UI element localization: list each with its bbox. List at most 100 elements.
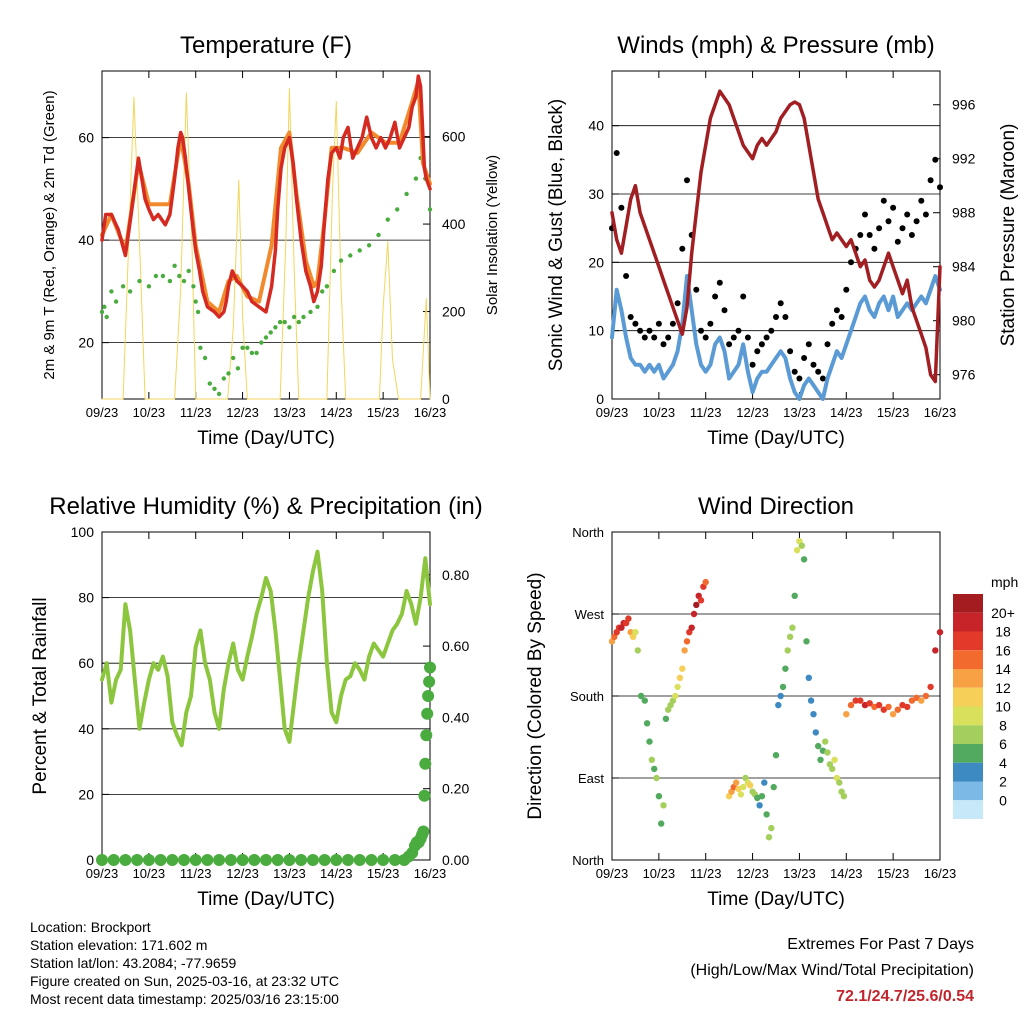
gust-point [721, 307, 728, 314]
dewpoint-point [212, 386, 217, 391]
dewpoint-point [191, 284, 196, 289]
gust-point [754, 348, 761, 355]
colorbar-swatch [953, 762, 983, 782]
dewpoint-point [102, 304, 107, 309]
gust-point [894, 238, 901, 245]
wind-direction-point [831, 756, 838, 763]
wind-direction-point [852, 697, 859, 704]
dewpoint-point [404, 191, 409, 197]
colorbar-swatch [953, 631, 983, 651]
x-axis-label: Time (Day/UTC) [197, 889, 335, 910]
wind-direction-point [679, 665, 686, 672]
plot-frame [611, 70, 941, 400]
relative-humidity-line [100, 549, 432, 748]
x-tick-label: 14/23 [320, 866, 353, 881]
gust-point [819, 375, 826, 382]
latlon-text: Station lat/lon: 43.2084; -77.9659 [30, 955, 237, 971]
y-axis-label: Direction (Colored By Speed) [525, 572, 546, 819]
y-tick-label: 0 [596, 391, 604, 407]
dewpoint-point [216, 391, 222, 397]
y-tick-label: 60 [78, 130, 94, 146]
colorbar-swatch [953, 650, 983, 669]
x-tick-label: 15/23 [877, 405, 910, 420]
gust-point [922, 211, 929, 218]
x-tick-label: 09/23 [596, 866, 629, 881]
wind-direction-point [908, 697, 916, 704]
gust-point [763, 334, 770, 341]
x-tick-label: 13/23 [273, 405, 306, 420]
dewpoint-point [277, 319, 283, 325]
gust-point [679, 245, 686, 252]
wind-direction-point [840, 793, 848, 800]
colorbar-label: 8 [999, 717, 1007, 733]
dewpoint-point [331, 268, 337, 274]
wind-direction-point [936, 629, 944, 636]
y-tick-label: 80 [78, 590, 94, 606]
gust-point [655, 320, 662, 327]
wind-direction-point [847, 701, 855, 709]
precip-point [271, 854, 284, 866]
gust-point [880, 197, 887, 204]
x-tick-label: 14/23 [830, 405, 863, 420]
precip-point [342, 854, 354, 866]
wind-direction-point [655, 793, 663, 800]
colorbar-label: 20+ [991, 605, 1015, 621]
gust-point [768, 327, 775, 334]
sonic-wind-line [610, 274, 942, 401]
dewpoint-point [296, 319, 301, 325]
y-right-tick-label: 992 [952, 151, 976, 167]
latest-timestamp-text: Most recent data timestamp: 2025/03/16 2… [30, 991, 339, 1007]
gust-point [805, 341, 812, 348]
precip-point [224, 854, 237, 866]
station-info: Location: Brockport Station elevation: 1… [30, 918, 339, 1008]
dewpoint-point [177, 273, 182, 279]
gust-point [791, 368, 798, 375]
colorbar-swatch [953, 612, 983, 632]
precip-point [353, 854, 366, 866]
gust-point [749, 361, 756, 368]
gust-point [702, 334, 709, 341]
gust-point [660, 341, 667, 348]
x-tick-label: 15/23 [877, 866, 910, 881]
gust-point [716, 279, 723, 286]
wind-direction-point [791, 592, 798, 599]
wind-direction-point [913, 694, 920, 701]
wind-direction-point [932, 647, 939, 654]
wind-direction-point [765, 834, 773, 841]
precip-point [423, 675, 436, 688]
precip-point [96, 854, 108, 866]
y-right-tick-label: 0.40 [442, 709, 469, 725]
x-tick-label: 09/23 [596, 405, 629, 420]
wind-direction-point [824, 749, 831, 756]
gust-point [937, 184, 943, 191]
wind-direction-point [857, 697, 864, 704]
wind-direction-point [812, 729, 819, 736]
dewpoint-point [254, 350, 259, 356]
location-text: Location: Brockport [30, 919, 151, 935]
dewpoint-point [198, 345, 203, 350]
extremes-subtitle: (High/Low/Max Wind/Total Precipitation) [690, 962, 974, 979]
wind-direction-point [702, 578, 709, 586]
gust-point [838, 314, 845, 320]
precip-point [420, 729, 433, 742]
y-axis-label: Sonic Wind & Gust (Blue, Black) [546, 99, 567, 371]
wind-direction-point [641, 697, 648, 704]
wind-direction-point [733, 779, 740, 786]
colorbar-label: 18 [995, 624, 1011, 640]
dewpoint-point [315, 304, 320, 309]
dewpoint-point [195, 309, 201, 315]
y-right-tick-label: 0.00 [442, 852, 469, 868]
wind-direction-point [643, 720, 651, 727]
dewpoint-point [263, 335, 269, 340]
dewpoint-point [167, 278, 173, 284]
dewpoint-point [324, 284, 330, 289]
gust-point [885, 218, 892, 225]
x-tick-label: 14/23 [320, 405, 353, 420]
dewpoint-point [127, 289, 133, 294]
wind-direction-point [761, 779, 768, 786]
wind-direction-point [662, 715, 670, 722]
precip-point [318, 854, 331, 866]
precip-point [330, 854, 343, 866]
gust-point [646, 327, 653, 334]
precip-point [295, 854, 308, 866]
